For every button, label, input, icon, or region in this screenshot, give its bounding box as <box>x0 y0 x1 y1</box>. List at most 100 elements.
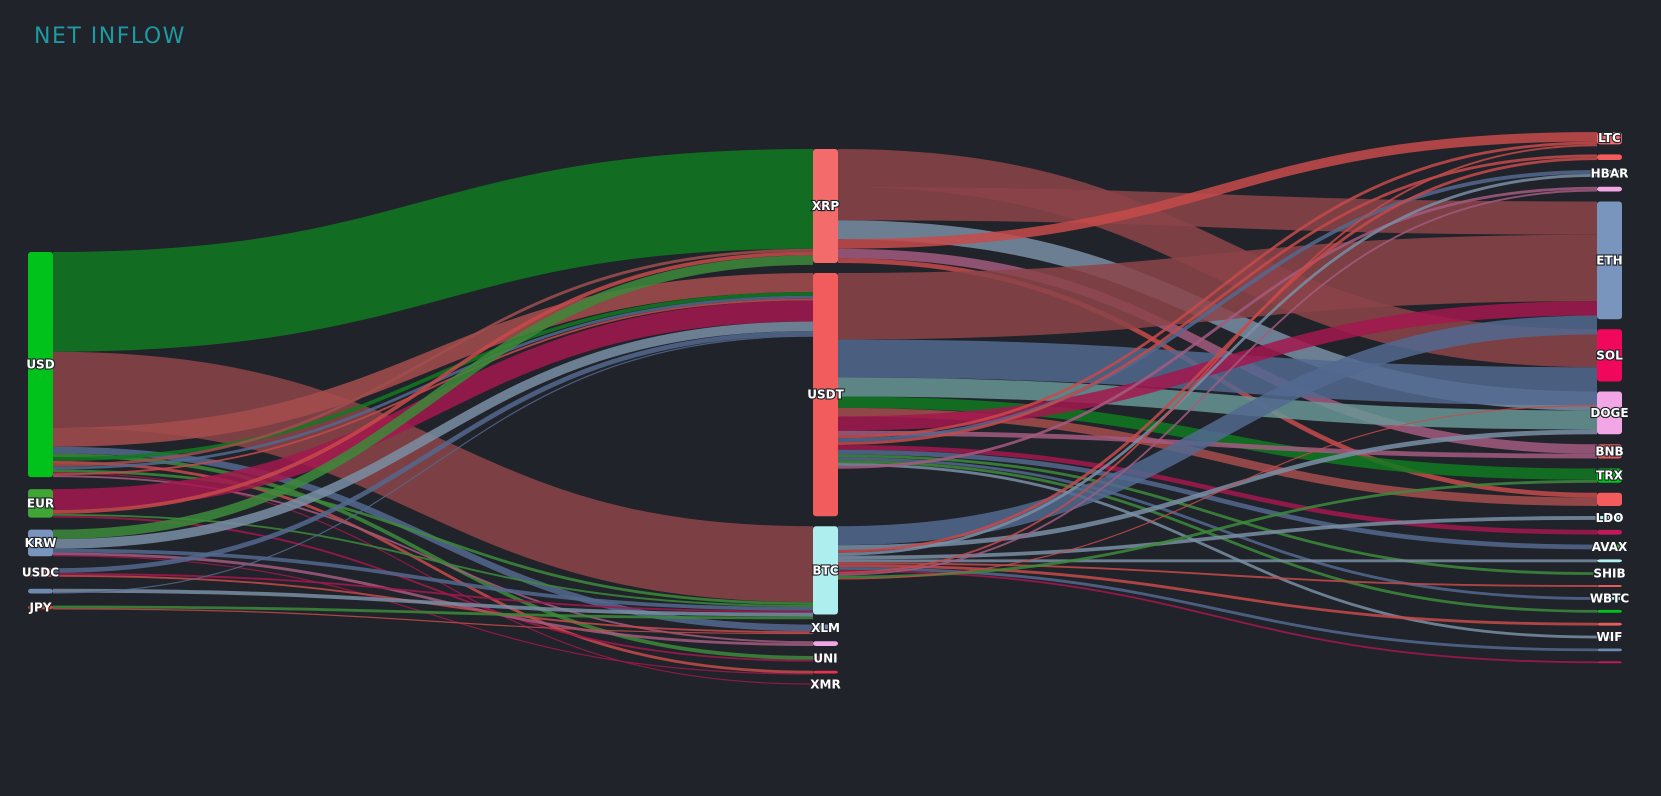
sankey-link-43[interactable] <box>837 170 1598 443</box>
sankey-link-23[interactable] <box>52 573 814 613</box>
sankey-link-53[interactable] <box>837 429 1598 550</box>
sankey-node-krw[interactable] <box>28 529 53 557</box>
sankey-link-62[interactable] <box>837 144 1598 574</box>
node-label-shib: SHIB <box>1593 567 1625 581</box>
sankey-node-eur[interactable] <box>28 489 53 518</box>
sankey-link-60[interactable] <box>837 567 1598 652</box>
sankey-link-17[interactable] <box>52 255 814 540</box>
sankey-link-6[interactable] <box>52 461 814 674</box>
sankey-link-5[interactable] <box>52 292 814 461</box>
sankey-labels: USD EUR KRW USDC JPY XRP USDT BTC XLM UNI XMR LTC HB… <box>21 130 1631 693</box>
sankey-link-63[interactable] <box>837 189 1598 576</box>
sankey-link-4[interactable] <box>52 453 814 660</box>
sankey-link-26[interactable] <box>52 335 814 594</box>
sankey-link-54[interactable] <box>837 157 1598 553</box>
sankey-node-unlabeled-27[interactable] <box>1597 559 1622 563</box>
sankey-link-28[interactable] <box>52 608 814 635</box>
sankey-link-32[interactable] <box>837 132 1598 249</box>
node-label-usdc: USDC <box>22 566 59 580</box>
node-label-hbar: HBAR <box>1591 166 1629 180</box>
sankey-link-46[interactable] <box>837 449 1598 550</box>
sankey-node-avax[interactable] <box>1597 544 1622 550</box>
sankey-link-19[interactable] <box>52 548 814 611</box>
sankey-link-16[interactable] <box>52 515 814 662</box>
sankey-node-hbar[interactable] <box>1597 170 1622 177</box>
sankey-link-64[interactable] <box>837 479 1598 579</box>
sankey-link-61[interactable] <box>837 569 1598 664</box>
sankey-node-jpy[interactable] <box>28 605 53 610</box>
node-label-sol: SOL <box>1596 348 1623 362</box>
sankey-link-18[interactable] <box>52 321 814 549</box>
sankey-node-unlabeled-4[interactable] <box>28 588 53 594</box>
sankey-node-xmr[interactable] <box>813 683 838 686</box>
chart-title: NET INFLOW <box>34 24 186 49</box>
sankey-link-65[interactable] <box>837 405 1598 580</box>
sankey-link-2[interactable] <box>52 273 814 447</box>
sankey-links <box>52 132 1598 685</box>
sankey-node-wbtc[interactable] <box>1597 597 1622 600</box>
node-label-avax: AVAX <box>1592 540 1628 554</box>
sankey-node-eth[interactable] <box>1597 201 1622 320</box>
sankey-node-ltc[interactable] <box>1597 132 1622 145</box>
sankey-link-14[interactable] <box>52 251 814 514</box>
sankey-node-unlabeled-17[interactable] <box>1597 186 1622 192</box>
sankey-node-shib[interactable] <box>1597 572 1622 576</box>
sankey-node-wif[interactable] <box>1597 635 1622 639</box>
sankey-node-unlabeled-34[interactable] <box>1597 648 1622 652</box>
node-label-btc: BTC <box>812 563 838 577</box>
sankey-node-unlabeled-35[interactable] <box>1597 661 1622 664</box>
sankey-node-usdc[interactable] <box>28 568 53 577</box>
node-label-uni: UNI <box>813 651 837 665</box>
sankey-node-trx[interactable] <box>1597 468 1622 483</box>
sankey-node-usd[interactable] <box>28 252 53 478</box>
sankey-node-usdt[interactable] <box>813 273 838 517</box>
sankey-link-50[interactable] <box>837 463 1598 639</box>
sankey-link-51[interactable] <box>837 186 1598 469</box>
sankey-link-25[interactable] <box>52 588 814 617</box>
sankey-link-42[interactable] <box>837 141 1598 439</box>
sankey-link-44[interactable] <box>837 154 1598 445</box>
sankey-node-unlabeled-12[interactable] <box>813 670 838 674</box>
sankey-node-unlabeled-29[interactable] <box>1597 585 1622 588</box>
sankey-link-13[interactable] <box>52 300 814 511</box>
sankey-link-56[interactable] <box>837 516 1598 560</box>
node-label-eur: EUR <box>27 496 54 510</box>
node-label-eth: ETH <box>1596 253 1622 267</box>
sankey-link-22[interactable] <box>52 330 814 573</box>
sankey-node-unlabeled-25[interactable] <box>1597 529 1622 535</box>
sankey-node-unlabeled-32[interactable] <box>1597 622 1622 626</box>
sankey-link-27[interactable] <box>52 605 814 620</box>
sankey-node-unlabeled-31[interactable] <box>1597 609 1622 613</box>
node-label-jpy: JPY <box>29 600 52 614</box>
sankey-node-uni[interactable] <box>813 655 838 661</box>
sankey-link-55[interactable] <box>837 173 1598 556</box>
sankey-link-11[interactable] <box>52 298 814 476</box>
sankey-link-30[interactable] <box>837 187 1598 235</box>
sankey-node-unlabeled-23[interactable] <box>1597 492 1622 507</box>
node-label-ltc: LTC <box>1598 131 1621 145</box>
sankey-node-bnb[interactable] <box>1597 444 1622 459</box>
node-label-usdt: USDT <box>807 388 844 402</box>
sankey-link-47[interactable] <box>837 454 1598 576</box>
sankey-link-35[interactable] <box>837 234 1598 340</box>
sankey-node-unlabeled-10[interactable] <box>813 641 838 646</box>
node-label-wbtc: WBTC <box>1590 591 1630 605</box>
node-label-xrp: XRP <box>812 199 839 213</box>
sankey-node-sol[interactable] <box>1597 329 1622 382</box>
sankey-link-58[interactable] <box>837 562 1598 587</box>
sankey-node-xlm[interactable] <box>813 624 838 632</box>
sankey-node-btc[interactable] <box>813 526 838 615</box>
sankey-link-52[interactable] <box>837 315 1598 546</box>
sankey-link-21[interactable] <box>52 555 814 675</box>
sankey-link-37[interactable] <box>837 377 1598 430</box>
sankey-link-7[interactable] <box>52 248 814 467</box>
sankey-node-ldo[interactable] <box>1597 516 1622 520</box>
sankey-link-0[interactable] <box>52 149 814 352</box>
sankey-link-1[interactable] <box>52 351 814 603</box>
sankey-node-xrp[interactable] <box>813 149 838 263</box>
sankey-node-doge[interactable] <box>1597 391 1622 435</box>
sankey-nodes <box>28 132 1622 686</box>
sankey-node-unlabeled-15[interactable] <box>1597 154 1622 161</box>
sankey-link-41[interactable] <box>837 430 1598 459</box>
